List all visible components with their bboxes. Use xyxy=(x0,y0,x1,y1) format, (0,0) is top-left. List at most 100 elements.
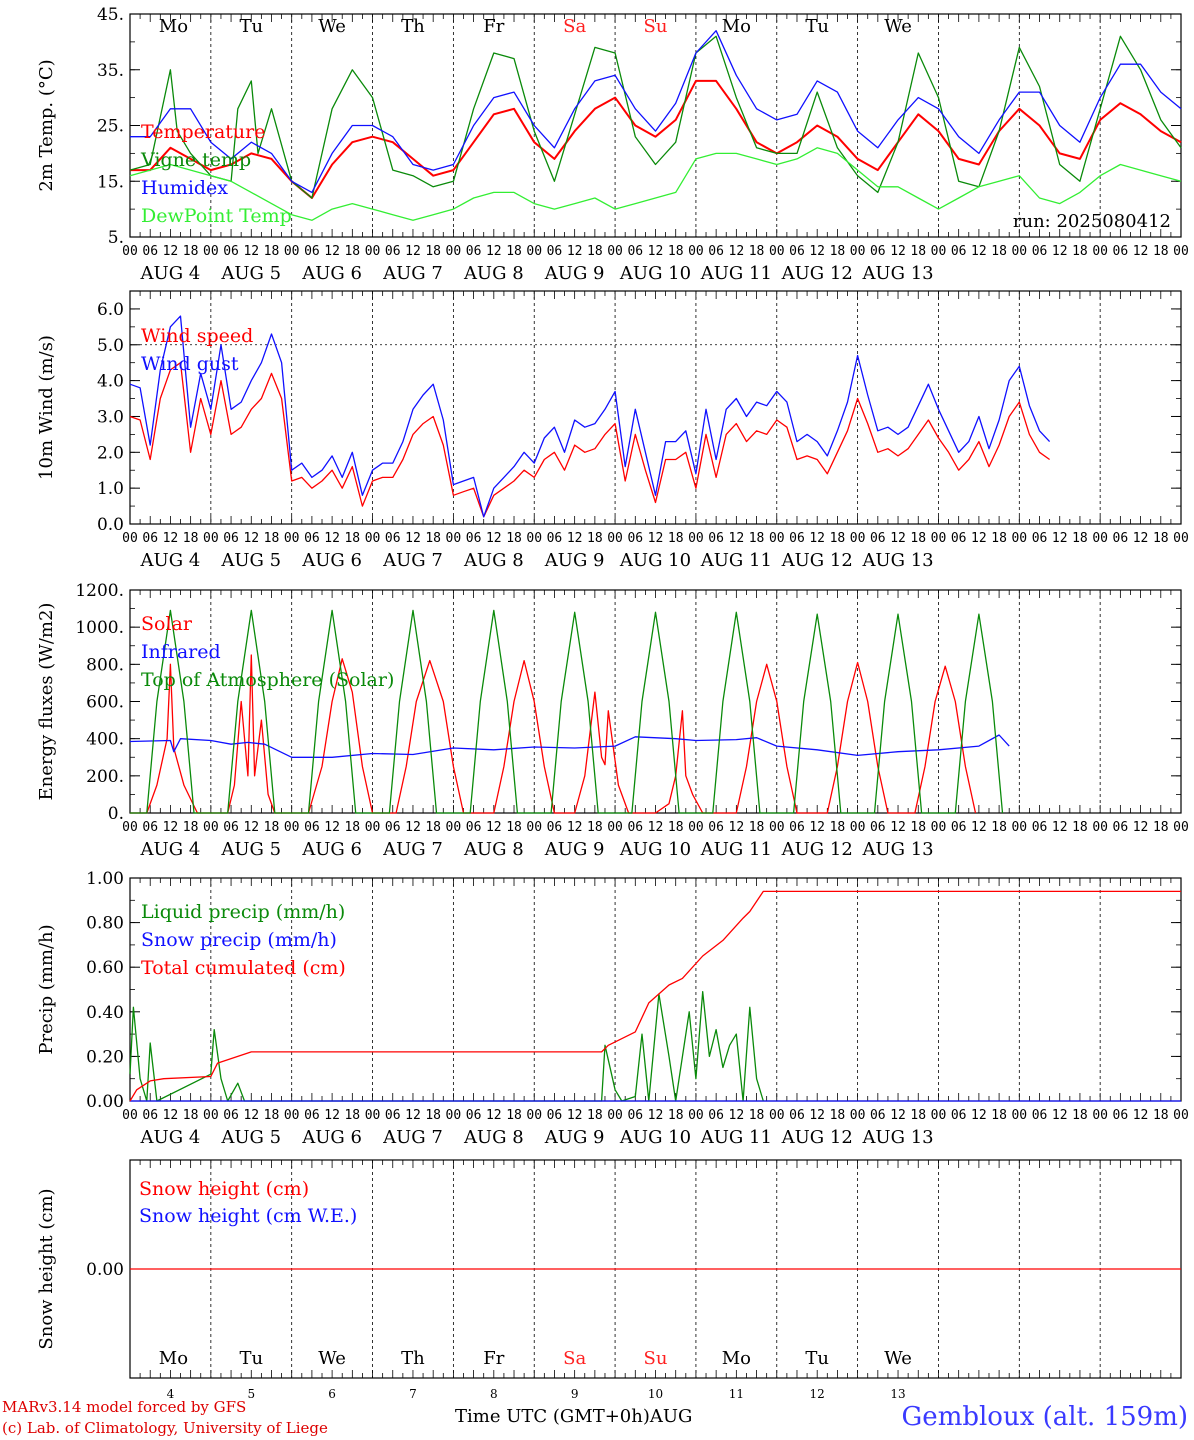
hour-label: 00 xyxy=(1173,1108,1189,1123)
hour-label: 00 xyxy=(769,1108,785,1123)
hour-label: 06 xyxy=(304,531,320,546)
day-number: 11 xyxy=(729,1387,744,1401)
hour-label: 06 xyxy=(466,531,482,546)
station-name: Gembloux (alt. 159m) xyxy=(901,1402,1188,1432)
hour-label: 06 xyxy=(1113,244,1129,259)
hour-label: 18 xyxy=(587,820,603,835)
hour-label: 12 xyxy=(163,820,179,835)
y-tick-label: 0. xyxy=(108,804,124,824)
date-label: AUG 10 xyxy=(619,839,691,860)
hour-label: 18 xyxy=(830,820,846,835)
hour-label: 12 xyxy=(890,820,906,835)
hour-label: 00 xyxy=(446,1108,462,1123)
hour-label: 18 xyxy=(1072,820,1088,835)
hour-label: 18 xyxy=(425,820,441,835)
day-name: Mo xyxy=(159,1348,188,1369)
date-label: AUG 8 xyxy=(463,263,524,284)
hour-label: 00 xyxy=(607,244,623,259)
hour-label: 06 xyxy=(304,244,320,259)
hour-label: 18 xyxy=(668,820,684,835)
legend-entry: Snow height (cm) xyxy=(139,1178,309,1200)
day-name: We xyxy=(318,1348,346,1369)
x-axis-month: AUG xyxy=(649,1406,693,1427)
hour-label: 12 xyxy=(1133,531,1149,546)
hour-label: 00 xyxy=(1173,244,1189,259)
hour-label: 12 xyxy=(809,531,825,546)
legend-entry: Wind speed xyxy=(141,325,253,347)
hour-label: 12 xyxy=(1052,820,1068,835)
hour-label: 06 xyxy=(708,820,724,835)
hour-label: 00 xyxy=(1011,820,1027,835)
y-tick-label: 0.0 xyxy=(97,515,124,535)
hour-label: 12 xyxy=(486,244,502,259)
hour-label: 00 xyxy=(688,531,704,546)
y-tick-label: 45. xyxy=(97,5,124,25)
date-label: AUG 8 xyxy=(463,1127,524,1148)
hour-label: 12 xyxy=(567,531,583,546)
legend-entry: Top of Atmosphere (Solar) xyxy=(141,669,394,691)
y-tick-label: 5.0 xyxy=(97,336,124,356)
day-number: 13 xyxy=(890,1387,905,1401)
hour-label: 00 xyxy=(122,244,138,259)
hour-label: 06 xyxy=(547,1108,563,1123)
hour-label: 00 xyxy=(284,244,300,259)
hour-label: 18 xyxy=(1153,244,1169,259)
hour-label: 06 xyxy=(951,244,967,259)
hour-label: 00 xyxy=(365,1108,381,1123)
hour-label: 18 xyxy=(506,820,522,835)
hour-label: 00 xyxy=(1092,820,1108,835)
day-number: 7 xyxy=(409,1387,417,1401)
hour-label: 18 xyxy=(749,244,765,259)
day-name: We xyxy=(884,1348,912,1369)
hour-label: 18 xyxy=(910,531,926,546)
day-number: 8 xyxy=(490,1387,498,1401)
day-number: 10 xyxy=(648,1387,663,1401)
hour-label: 18 xyxy=(749,1108,765,1123)
hour-label: 18 xyxy=(910,820,926,835)
date-label: AUG 4 xyxy=(140,839,201,860)
y-tick-label: 0.00 xyxy=(86,1260,124,1280)
y-tick-label: 0.40 xyxy=(86,1003,124,1023)
hour-label: 18 xyxy=(991,531,1007,546)
hour-label: 06 xyxy=(547,244,563,259)
hour-label: 00 xyxy=(446,531,462,546)
hour-label: 18 xyxy=(183,1108,199,1123)
hour-label: 12 xyxy=(324,820,340,835)
legend-entry: Infrared xyxy=(141,641,221,663)
date-label: AUG 5 xyxy=(220,1127,281,1148)
y-axis-label: 10m Wind (m/s) xyxy=(36,335,57,480)
legend-entry: Vigne temp xyxy=(140,149,251,171)
date-label: AUG 11 xyxy=(700,839,772,860)
legend-entry: Humidex xyxy=(141,177,228,199)
hour-label: 12 xyxy=(729,1108,745,1123)
hour-label: 12 xyxy=(1052,244,1068,259)
day-number: 12 xyxy=(810,1387,825,1401)
hour-label: 12 xyxy=(971,1108,987,1123)
hour-label: 06 xyxy=(627,820,643,835)
hour-label: 18 xyxy=(910,244,926,259)
hour-label: 06 xyxy=(789,820,805,835)
hour-label: 06 xyxy=(627,1108,643,1123)
hour-label: 18 xyxy=(830,244,846,259)
hour-label: 00 xyxy=(931,1108,947,1123)
day-name: Sa xyxy=(563,16,586,37)
y-tick-label: 6.0 xyxy=(97,300,124,320)
y-tick-label: 4.0 xyxy=(97,372,124,392)
hour-label: 06 xyxy=(223,531,239,546)
hour-label: 18 xyxy=(991,820,1007,835)
hour-label: 06 xyxy=(142,531,158,546)
hour-label: 12 xyxy=(405,244,421,259)
hour-label: 00 xyxy=(203,820,219,835)
day-name: Fr xyxy=(483,1348,504,1369)
hour-label: 12 xyxy=(1052,1108,1068,1123)
hour-label: 00 xyxy=(769,820,785,835)
hour-label: 06 xyxy=(627,531,643,546)
hour-label: 00 xyxy=(284,531,300,546)
hour-label: 18 xyxy=(506,531,522,546)
hour-label: 00 xyxy=(446,244,462,259)
hour-label: 00 xyxy=(688,244,704,259)
hour-label: 00 xyxy=(122,1108,138,1123)
y-tick-label: 0.80 xyxy=(86,914,124,934)
series-line xyxy=(130,654,977,814)
